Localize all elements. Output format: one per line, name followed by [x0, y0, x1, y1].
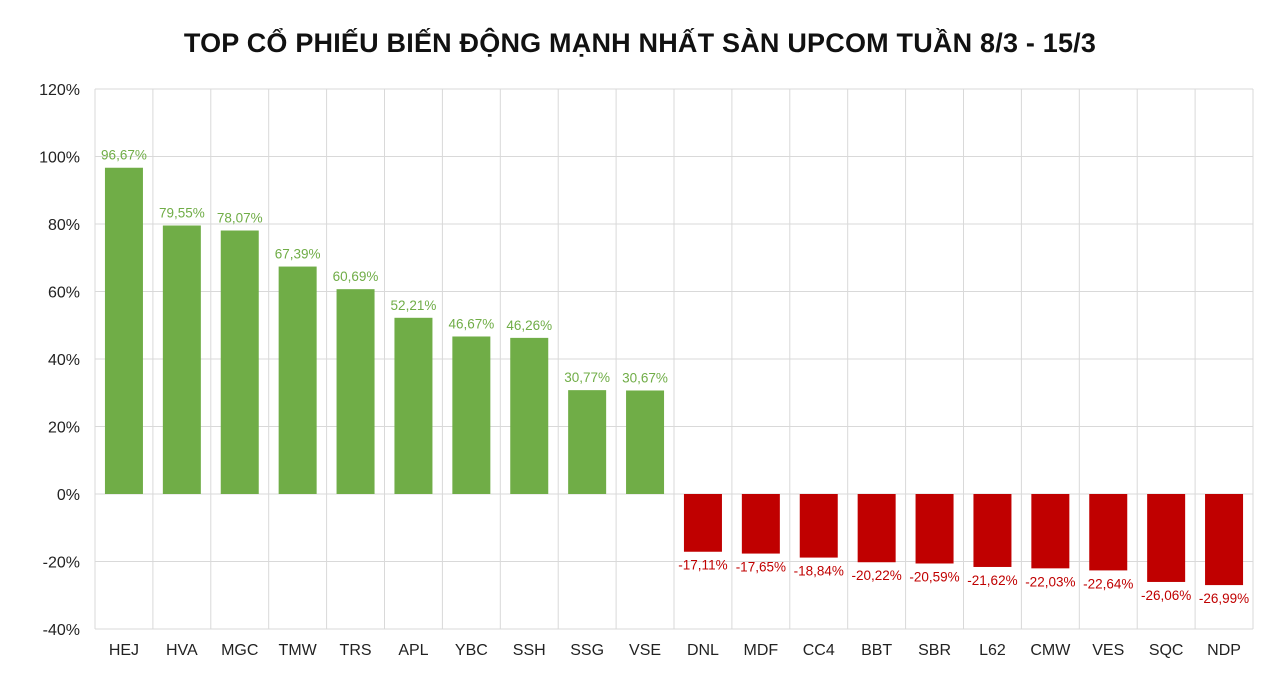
x-tick-label: DNL — [687, 642, 719, 659]
x-tick-label: VSE — [629, 642, 661, 659]
bar-cmw — [1031, 494, 1070, 569]
x-tick-label: HVA — [166, 642, 198, 659]
x-tick-label: YBC — [455, 642, 488, 659]
data-label: 60,69% — [333, 269, 379, 284]
bar-bbt — [857, 494, 896, 563]
x-tick-label: L62 — [979, 642, 1006, 659]
bar-ybc — [452, 336, 491, 494]
data-label: 30,77% — [564, 370, 610, 385]
data-label: -22,64% — [1083, 576, 1133, 591]
y-tick-label: 0% — [57, 487, 80, 504]
y-tick-label: 120% — [39, 82, 80, 99]
x-tick-label: TMW — [279, 642, 318, 659]
data-label: -18,84% — [794, 564, 844, 579]
x-tick-label: SSH — [513, 642, 546, 659]
bar-tmw — [278, 266, 317, 494]
bar-apl — [394, 317, 433, 494]
data-label: 46,26% — [506, 318, 552, 333]
bar-ssg — [568, 390, 607, 494]
y-tick-label: -20% — [43, 555, 80, 572]
x-tick-label: CC4 — [803, 642, 835, 659]
bar-ssh — [510, 337, 549, 494]
x-tick-label: SSG — [570, 642, 604, 659]
bar-hej — [104, 167, 143, 494]
data-label: 67,39% — [275, 247, 321, 262]
bar-sqc — [1147, 494, 1186, 582]
data-label: -21,62% — [967, 573, 1017, 588]
y-tick-label: 80% — [48, 217, 80, 234]
data-label: -20,22% — [852, 568, 902, 583]
data-label: -26,06% — [1141, 588, 1191, 603]
x-tick-label: CMW — [1030, 642, 1071, 659]
chart-title: TOP CỔ PHIẾU BIẾN ĐỘNG MẠNH NHẤT SÀN UPC… — [183, 28, 1097, 58]
data-label: 52,21% — [391, 298, 437, 313]
x-tick-label: NDP — [1207, 642, 1241, 659]
x-tick-label: MGC — [221, 642, 258, 659]
data-label: -17,65% — [736, 560, 786, 575]
data-label: -22,03% — [1025, 574, 1075, 589]
x-tick-label: TRS — [340, 642, 372, 659]
bar-l62 — [973, 494, 1012, 567]
data-label: 46,67% — [448, 316, 494, 331]
data-label: 96,67% — [101, 148, 147, 163]
y-tick-label: 20% — [48, 420, 80, 437]
data-label: 79,55% — [159, 206, 205, 221]
y-tick-label: 100% — [39, 150, 80, 167]
bar-ves — [1089, 494, 1128, 571]
bar-mgc — [220, 230, 259, 495]
x-tick-label: HEJ — [109, 642, 139, 659]
bar-trs — [336, 289, 375, 494]
bar-mdf — [741, 494, 780, 554]
data-label: -17,11% — [678, 558, 727, 573]
bar-cc4 — [799, 494, 838, 558]
bar-sbr — [915, 494, 954, 564]
x-tick-label: APL — [398, 642, 428, 659]
data-label: 30,67% — [622, 370, 668, 385]
x-tick-label: SQC — [1149, 642, 1184, 659]
y-tick-label: 60% — [48, 285, 80, 302]
x-tick-label: BBT — [861, 642, 892, 659]
x-tick-label: VES — [1092, 642, 1124, 659]
x-tick-label: MDF — [744, 642, 779, 659]
bar-dnl — [683, 494, 722, 552]
y-tick-label: 40% — [48, 352, 80, 369]
data-label: -26,99% — [1199, 591, 1249, 606]
bar-ndp — [1205, 494, 1244, 586]
bar-hva — [162, 225, 201, 495]
y-tick-label: -40% — [43, 622, 80, 639]
data-label: -20,59% — [909, 569, 959, 584]
data-label: 78,07% — [217, 211, 263, 226]
x-tick-label: SBR — [918, 642, 951, 659]
bar-vse — [626, 390, 665, 494]
